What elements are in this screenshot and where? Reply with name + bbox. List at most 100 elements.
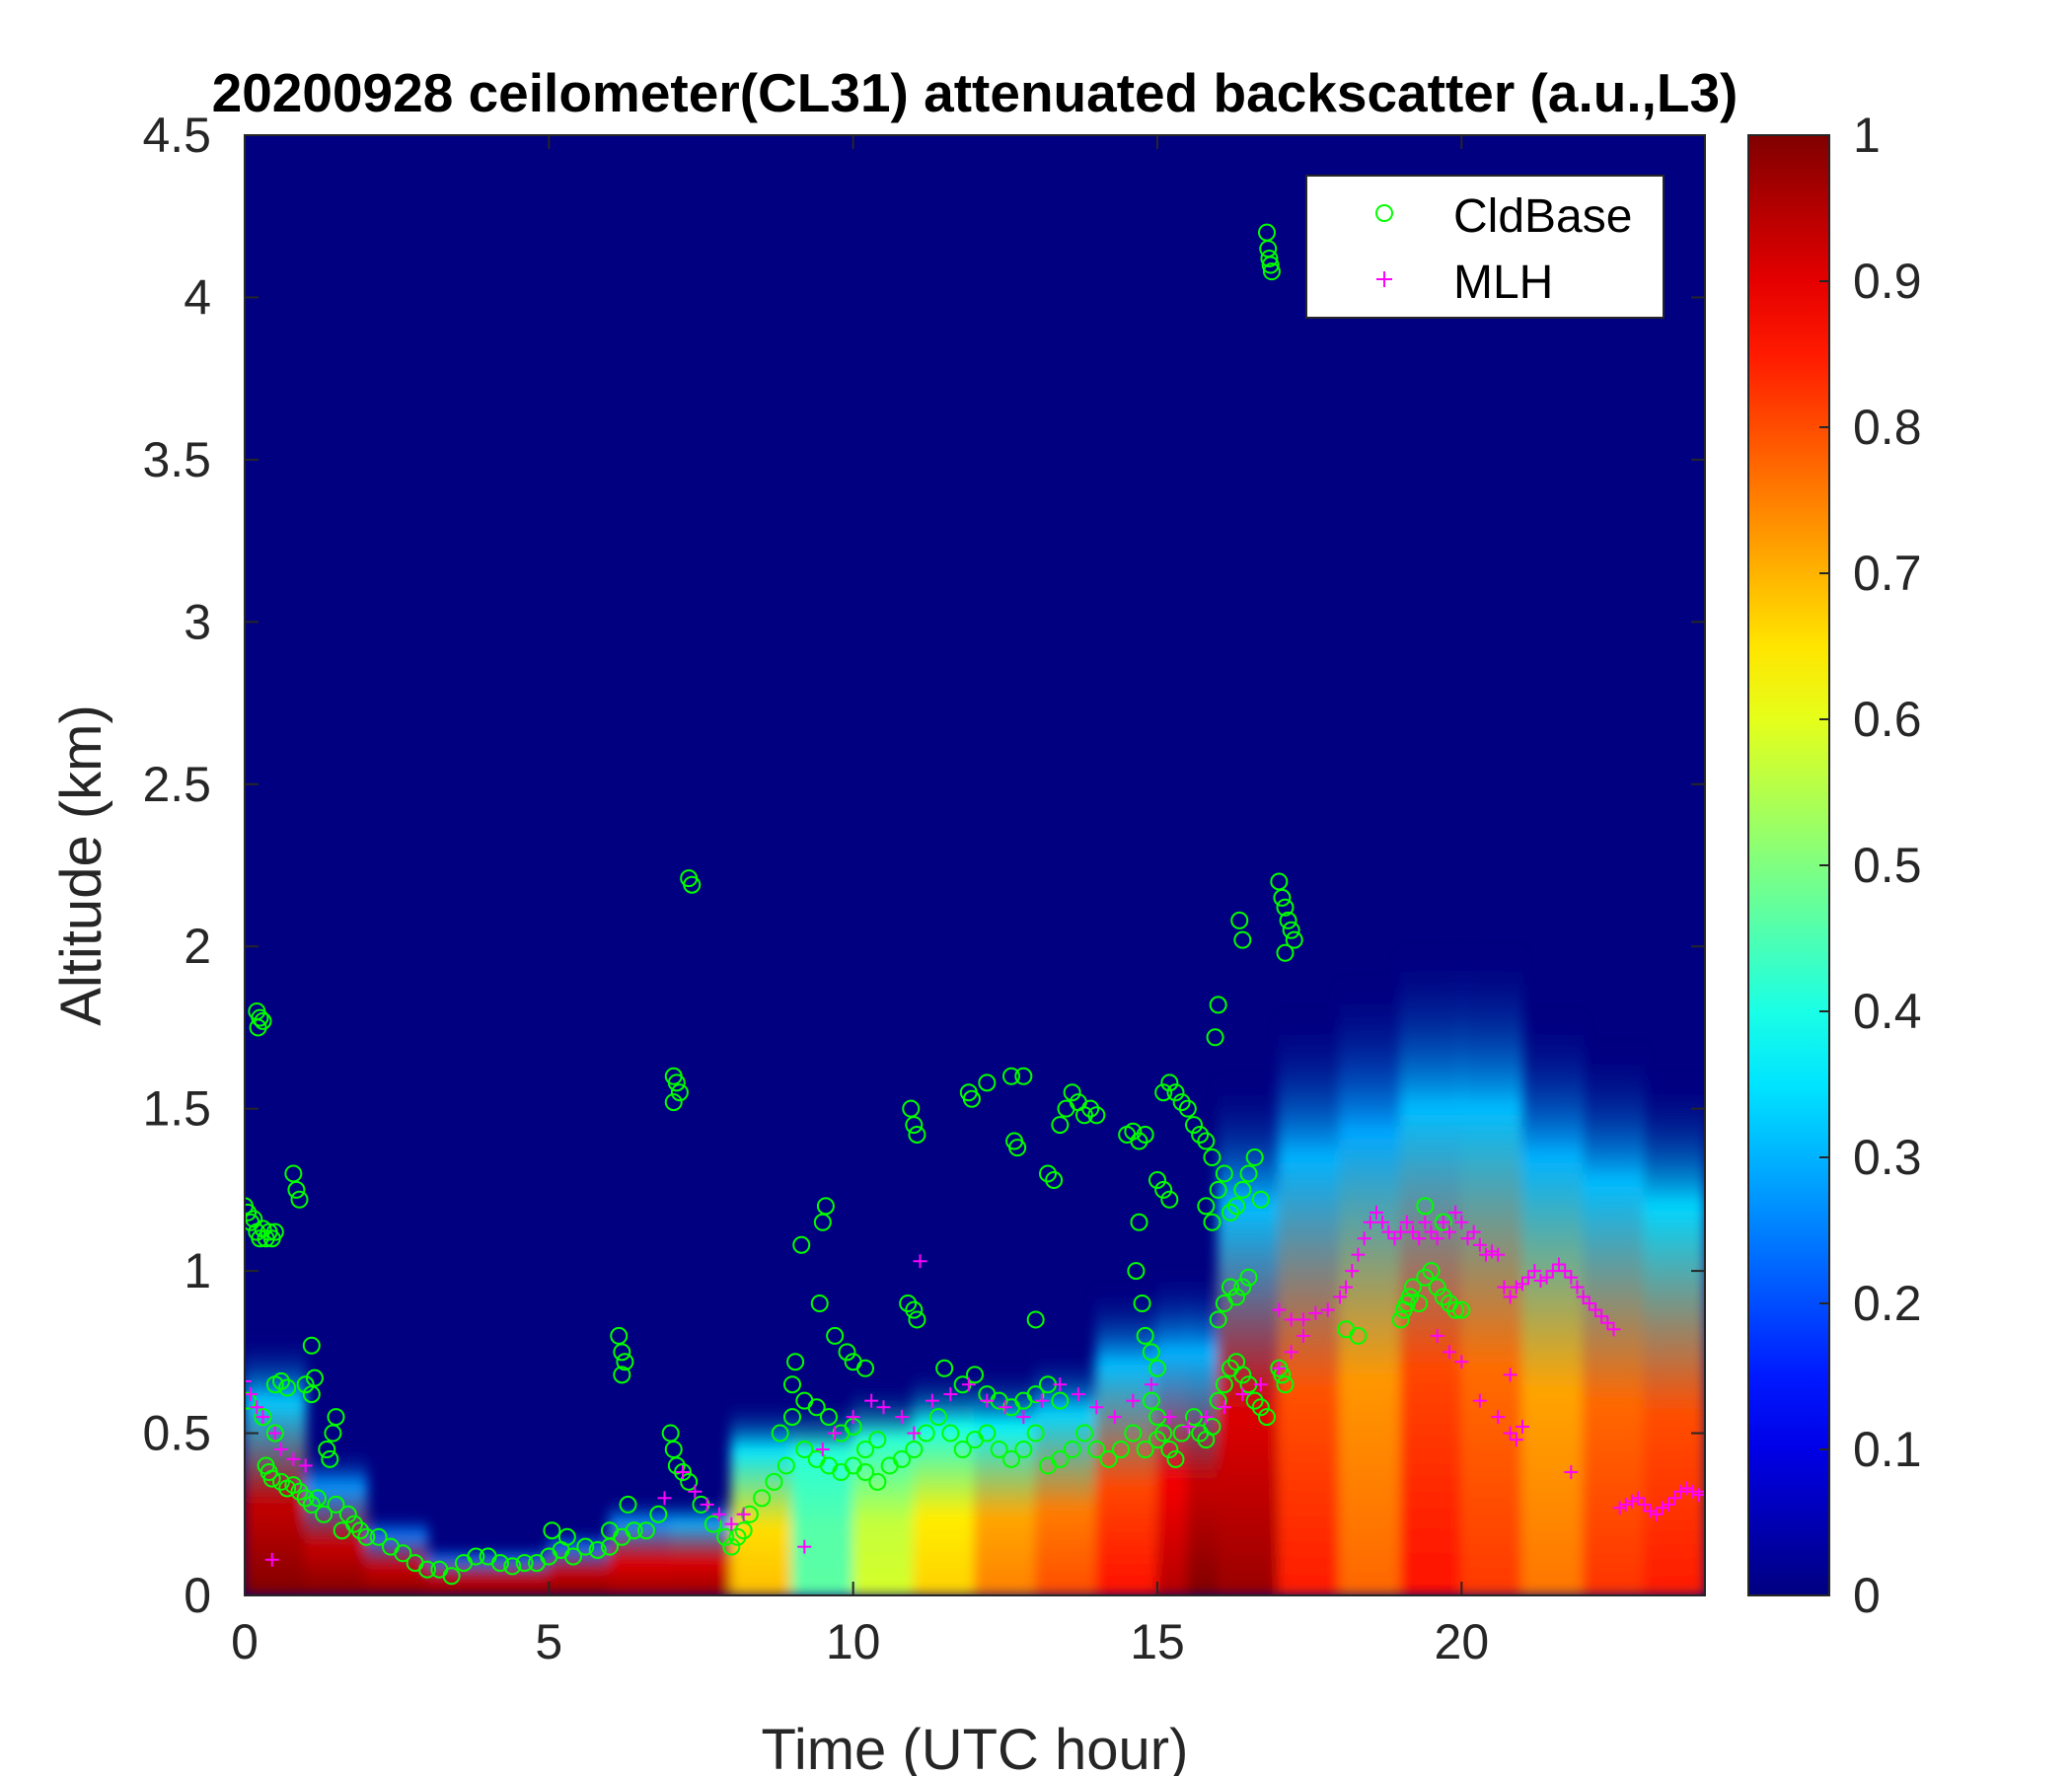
mlh-point xyxy=(1655,1501,1669,1516)
cldbase-point xyxy=(1026,1424,1045,1443)
cldbase-point xyxy=(1245,1148,1264,1166)
cldbase-point xyxy=(667,1073,686,1092)
mlh-point xyxy=(256,1410,270,1425)
mlh-point xyxy=(1625,1494,1639,1509)
plot-area xyxy=(244,134,1706,1596)
cldbase-point xyxy=(1051,1116,1070,1135)
cldbase-point xyxy=(284,1476,303,1495)
cldbase-point xyxy=(1014,1441,1033,1458)
mlh-point xyxy=(980,1393,995,1408)
mlh-point xyxy=(1503,1426,1517,1441)
cldbase-point xyxy=(734,1521,753,1540)
y-tick-label: 2 xyxy=(184,919,211,974)
cldbase-point xyxy=(1260,249,1279,267)
mlh-point xyxy=(250,1400,264,1415)
mlh-point xyxy=(1589,1302,1602,1317)
cldbase-point xyxy=(838,1343,856,1362)
colorbar-tick-label: 0.3 xyxy=(1853,1130,1922,1185)
cldbase-point xyxy=(703,1515,722,1533)
mlh-point xyxy=(1369,1205,1383,1220)
field-strip xyxy=(548,1530,611,1595)
mlh-point xyxy=(1430,1231,1444,1246)
legend-mlh-marker xyxy=(1376,271,1392,287)
cldbase-point xyxy=(1124,1424,1143,1443)
legend: CldBase MLH xyxy=(1305,175,1665,319)
mlh-point xyxy=(1521,1270,1536,1285)
cldbase-point xyxy=(899,1295,918,1312)
cldbase-point xyxy=(272,1371,290,1390)
cldbase-point xyxy=(491,1554,509,1573)
cldbase-point xyxy=(1166,1449,1185,1468)
cldbase-point xyxy=(1282,921,1300,939)
mlh-point xyxy=(1662,1497,1675,1512)
mlh-point xyxy=(1570,1280,1585,1295)
cldbase-point xyxy=(369,1527,388,1546)
cldbase-point xyxy=(683,875,702,894)
cldbase-point xyxy=(722,1537,741,1556)
mlh-point xyxy=(1296,1312,1310,1327)
mlh-point xyxy=(1253,1377,1268,1392)
cldbase-point xyxy=(1203,1213,1221,1231)
field-strip xyxy=(1460,946,1523,1595)
cldbase-point xyxy=(795,1441,814,1458)
cldbase-point xyxy=(251,1229,269,1248)
cldbase-point xyxy=(613,1366,631,1384)
mlh-point xyxy=(1180,1419,1195,1434)
mlh-point xyxy=(1509,1280,1523,1295)
cldbase-point xyxy=(1172,1093,1191,1112)
cldbase-point xyxy=(1285,930,1303,949)
cldbase-point xyxy=(1279,911,1297,929)
mlh-point xyxy=(1387,1231,1402,1246)
cldbase-point xyxy=(1197,1132,1216,1150)
cldbase-point xyxy=(249,1018,267,1037)
cldbase-point xyxy=(908,1310,926,1329)
cldbase-point xyxy=(978,1073,997,1092)
backscatter-field xyxy=(245,946,1705,1595)
cldbase-point xyxy=(351,1521,370,1540)
mlh-point xyxy=(1516,1419,1529,1434)
cldbase-point xyxy=(619,1495,637,1514)
mlh-point xyxy=(1107,1410,1122,1425)
cldbase-point xyxy=(1230,911,1249,929)
cldbase-point xyxy=(251,1008,269,1027)
cldbase-point xyxy=(1008,1139,1027,1157)
cldbase-point xyxy=(1349,1326,1368,1345)
cldbase-point xyxy=(929,1408,947,1427)
cldbase-point xyxy=(856,1359,874,1377)
x-tick-label: 5 xyxy=(535,1614,562,1669)
plot-frame xyxy=(244,134,1706,1596)
mlh-point xyxy=(1479,1247,1493,1262)
cldbase-point xyxy=(856,1441,874,1458)
cldbase-point xyxy=(321,1449,339,1468)
mlh-point xyxy=(895,1410,909,1425)
mlh-point xyxy=(264,1552,279,1567)
cldbase-point xyxy=(771,1424,789,1443)
mlh-point xyxy=(1217,1400,1231,1415)
chart-title: 20200928 ceilometer(CL31) attenuated bac… xyxy=(212,62,1739,123)
mlh-point xyxy=(286,1451,301,1466)
mlh-point xyxy=(1460,1231,1475,1246)
cldbase-point xyxy=(1130,1213,1148,1231)
cldbase-point xyxy=(670,1083,689,1102)
cldbase-point xyxy=(1127,1262,1146,1281)
mlh-point xyxy=(943,1387,958,1402)
cldbase-point xyxy=(576,1537,595,1556)
cldbase-point xyxy=(564,1547,582,1566)
cldbase-point xyxy=(1124,1122,1143,1141)
cldbase-point xyxy=(1428,1278,1446,1296)
mlh-point xyxy=(657,1491,672,1506)
cldbase-point xyxy=(1014,1067,1033,1085)
mlh-point xyxy=(1466,1224,1481,1239)
cldbase-point xyxy=(1099,1449,1118,1468)
mlh-point xyxy=(1685,1484,1700,1499)
mlh-point xyxy=(1144,1377,1158,1392)
cldbase-point xyxy=(296,1375,315,1394)
cldbase-point xyxy=(1142,1343,1160,1362)
mlh-point xyxy=(1491,1247,1506,1262)
mlh-point xyxy=(1539,1270,1554,1285)
field-strip xyxy=(1034,1352,1098,1595)
mlh-point xyxy=(1485,1244,1500,1259)
cldbase-point xyxy=(296,1489,315,1508)
mlh-point xyxy=(1443,1224,1456,1239)
cldbase-point xyxy=(908,1125,926,1144)
